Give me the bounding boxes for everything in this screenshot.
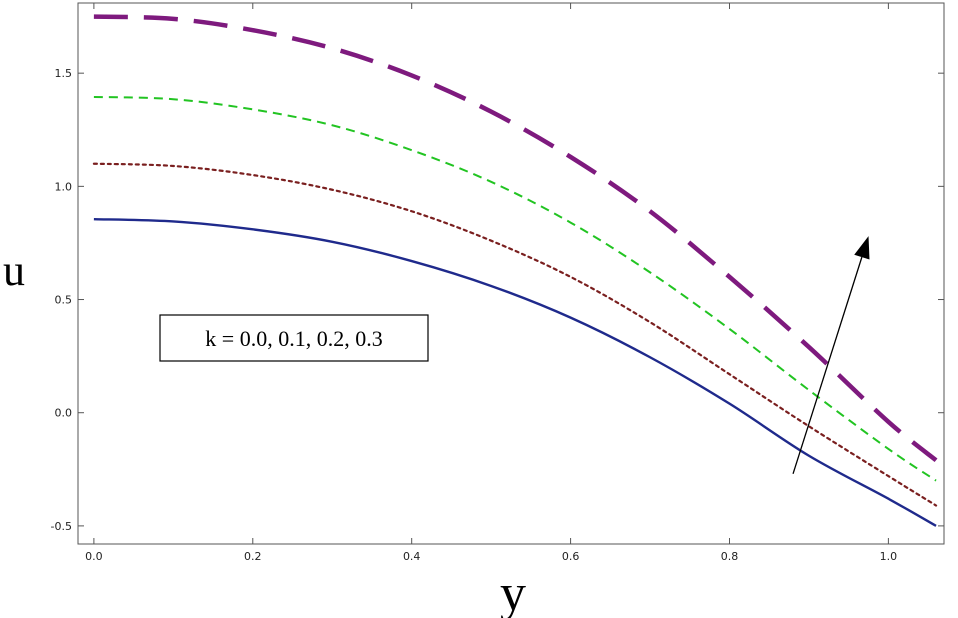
series-line-2	[92, 162, 938, 507]
x-tick-label: 0.2	[244, 550, 262, 563]
x-axis-title: y	[500, 565, 526, 618]
legend-box: k = 0.0, 0.1, 0.2, 0.3	[159, 314, 429, 362]
ticks-layer: 0.0 0.2 0.4 0.6 0.8 1.0 -0.5 0.0 0.5 1.0 1.5	[51, 3, 944, 563]
series-line-1	[93, 217, 937, 527]
y-tick-label: 1.0	[55, 180, 73, 193]
arrow-shaft	[792, 256, 863, 475]
annotation-arrow	[792, 236, 870, 475]
arrow-head	[854, 236, 870, 260]
x-tick-label: 1.0	[880, 550, 898, 563]
y-tick-label: 0.0	[55, 407, 73, 420]
legend-text: k = 0.0, 0.1, 0.2, 0.3	[205, 326, 382, 351]
series-layer	[92, 14, 938, 527]
y-axis-title: u	[3, 246, 25, 295]
x-tick-label: 0.0	[85, 550, 103, 563]
series-line-3	[93, 95, 937, 482]
plot-frame	[77, 2, 945, 545]
x-tick-label: 0.4	[403, 550, 421, 563]
x-tick-label: 0.6	[562, 550, 580, 563]
y-tick-label: 0.5	[55, 294, 73, 307]
legend-box-frame	[159, 314, 429, 362]
x-tick-label: 0.8	[721, 550, 739, 563]
y-tick-label: -0.5	[51, 520, 72, 533]
series-line-4	[93, 14, 938, 462]
y-tick-label: 1.5	[55, 67, 73, 80]
